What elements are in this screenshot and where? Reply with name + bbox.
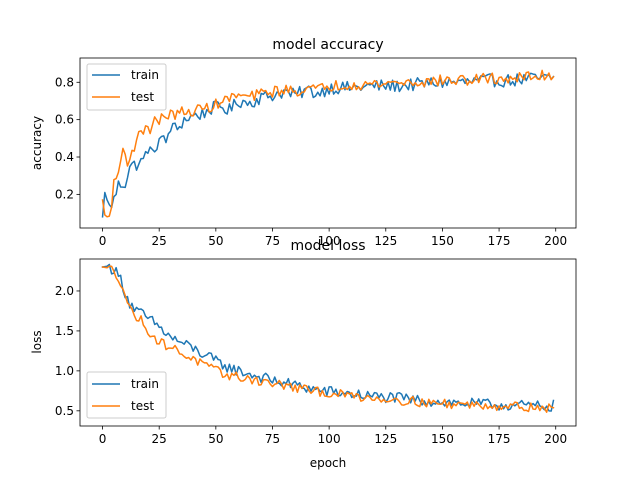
loss-x-tick-label: 75 xyxy=(265,432,280,446)
loss-x-tick-label: 25 xyxy=(152,432,167,446)
accuracy-chart: 0 25 50 75 100 125 150 175 200 0.2 0.4 0.6 0.8 mode… xyxy=(30,37,577,248)
accuracy-y-axis-label: accuracy xyxy=(30,116,44,170)
loss-y-tick-label: 2.0 xyxy=(55,284,74,298)
accuracy-x-tick-label: 200 xyxy=(544,234,567,248)
accuracy-x-tick-label: 25 xyxy=(152,234,167,248)
accuracy-x-tick-label: 75 xyxy=(265,234,280,248)
accuracy-y-tick-label: 0.8 xyxy=(55,75,74,89)
loss-legend: train test xyxy=(86,371,167,419)
accuracy-x-tick-label: 0 xyxy=(99,234,107,248)
loss-chart-title: model loss xyxy=(290,238,365,254)
loss-x-tick-label: 125 xyxy=(374,432,397,446)
loss-y-tick-label: 1.5 xyxy=(55,324,74,338)
accuracy-x-tick-label: 50 xyxy=(208,234,223,248)
loss-x-tick-label: 0 xyxy=(99,432,107,446)
accuracy-axes-frame xyxy=(79,57,577,229)
accuracy-legend: train test xyxy=(86,63,167,111)
loss-series-test-line xyxy=(101,265,555,413)
accuracy-y-tick-label: 0.6 xyxy=(55,113,74,127)
loss-series-train-line xyxy=(101,263,555,412)
loss-x-tick-label: 200 xyxy=(544,432,567,446)
accuracy-y-tick-label: 0.2 xyxy=(55,187,74,201)
loss-x-axis-label: epoch xyxy=(310,456,347,470)
loss-y-tick-label: 0.5 xyxy=(55,404,74,418)
loss-chart: 0 25 50 75 100 125 150 175 200 0.5 1.0 1.5 2.0 mode… xyxy=(30,238,577,470)
loss-x-tick-label: 100 xyxy=(318,432,341,446)
accuracy-y-ticks: 0.2 0.4 0.6 0.8 xyxy=(55,75,80,201)
accuracy-legend-test-label: test xyxy=(131,90,154,104)
accuracy-x-tick-label: 125 xyxy=(374,234,397,248)
accuracy-x-tick-label: 150 xyxy=(431,234,454,248)
accuracy-x-tick-label: 100 xyxy=(318,234,341,248)
loss-y-tick-label: 1.0 xyxy=(55,364,74,378)
accuracy-x-ticks: 0 25 50 75 100 125 150 175 200 xyxy=(99,228,567,248)
accuracy-y-tick-label: 0.4 xyxy=(55,150,74,164)
loss-legend-test-label: test xyxy=(131,399,154,413)
accuracy-series-test-line xyxy=(101,69,555,218)
loss-x-tick-label: 150 xyxy=(431,432,454,446)
loss-y-axis-label: loss xyxy=(30,330,44,353)
loss-series-group xyxy=(101,263,555,413)
loss-y-ticks: 0.5 1.0 1.5 2.0 xyxy=(55,284,80,418)
loss-x-ticks: 0 25 50 75 100 125 150 175 200 xyxy=(99,426,567,446)
accuracy-legend-train-label: train xyxy=(131,68,159,82)
loss-x-tick-label: 50 xyxy=(208,432,223,446)
loss-axes-frame xyxy=(79,258,577,427)
accuracy-x-tick-label: 175 xyxy=(488,234,511,248)
loss-legend-train-label: train xyxy=(131,377,159,391)
accuracy-chart-title: model accuracy xyxy=(272,37,383,53)
loss-x-tick-label: 175 xyxy=(488,432,511,446)
accuracy-series-group xyxy=(101,69,555,218)
